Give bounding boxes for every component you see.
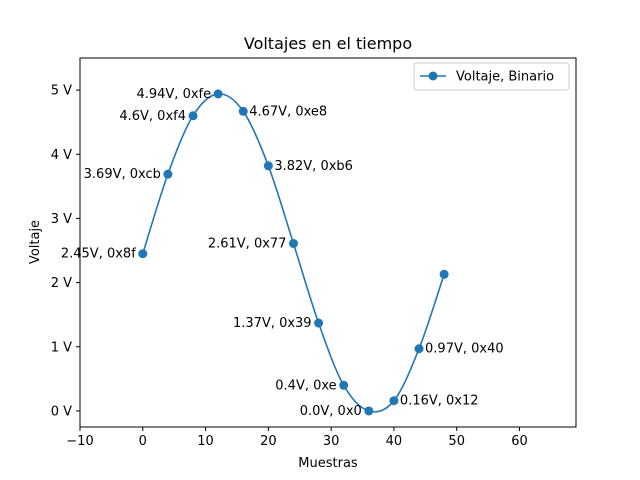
point-annotation: 3.82V, 0xb6 [274, 159, 353, 174]
point-annotation: 0.16V, 0x12 [400, 394, 479, 409]
point-annotation: 3.69V, 0xcb [84, 167, 161, 182]
data-point [389, 396, 399, 406]
x-tick-label: 10 [197, 434, 214, 449]
data-point [364, 406, 374, 416]
x-tick-label: 20 [260, 434, 277, 449]
series-marker-layer [138, 89, 449, 416]
chart-title: Voltajes en el tiempo [244, 34, 412, 53]
y-tick-label: 3 V [51, 212, 72, 227]
x-tick-label: 60 [511, 434, 528, 449]
point-annotation: 1.37V, 0x39 [233, 316, 312, 331]
x-tick-label: 50 [448, 434, 465, 449]
data-point [439, 269, 449, 279]
data-point [238, 106, 248, 116]
legend: Voltaje, Binario [413, 62, 570, 91]
point-annotation: 0.97V, 0x40 [425, 342, 504, 357]
point-annotation: 0.0V, 0x0 [300, 404, 362, 419]
point-annotation: 2.45V, 0x8f [61, 247, 136, 262]
point-annotation: 4.94V, 0xfe [136, 87, 211, 102]
data-point [414, 344, 424, 354]
y-tick-label: 0 V [51, 404, 72, 419]
point-annotation: 2.61V, 0x77 [208, 236, 287, 251]
y-axis-label: Voltaje [28, 220, 43, 264]
x-tick-label: 0 [139, 434, 147, 449]
point-annotation: 0.4V, 0xe [275, 378, 336, 393]
data-point [213, 89, 223, 99]
plot-frame [79, 57, 577, 428]
y-axis-ticks: 0 V 1 V 2 V 3 V 4 V 5 V [51, 84, 80, 419]
data-point [188, 111, 198, 121]
y-tick-label: 1 V [51, 340, 72, 355]
x-tick-label: 40 [386, 434, 403, 449]
x-axis-ticks: −10 0 10 20 30 40 50 60 [66, 427, 528, 449]
x-tick-label: 30 [323, 434, 340, 449]
legend-entry-voltaje-binario: Voltaje, Binario [456, 70, 554, 85]
data-point [339, 380, 349, 390]
point-annotation: 4.67V, 0xe8 [249, 104, 327, 119]
legend-marker-swatch [428, 71, 438, 81]
data-point [163, 169, 173, 179]
data-point [263, 161, 273, 171]
x-axis-label: Muestras [298, 456, 358, 471]
legend-box [413, 62, 570, 91]
data-point [288, 238, 298, 248]
y-tick-label: 4 V [51, 148, 72, 163]
data-point [314, 318, 324, 328]
y-tick-label: 2 V [51, 276, 72, 291]
data-point [138, 249, 148, 259]
y-tick-label: 5 V [51, 84, 72, 99]
point-annotation: 4.6V, 0xf4 [119, 109, 186, 124]
x-tick-label: −10 [66, 434, 93, 449]
